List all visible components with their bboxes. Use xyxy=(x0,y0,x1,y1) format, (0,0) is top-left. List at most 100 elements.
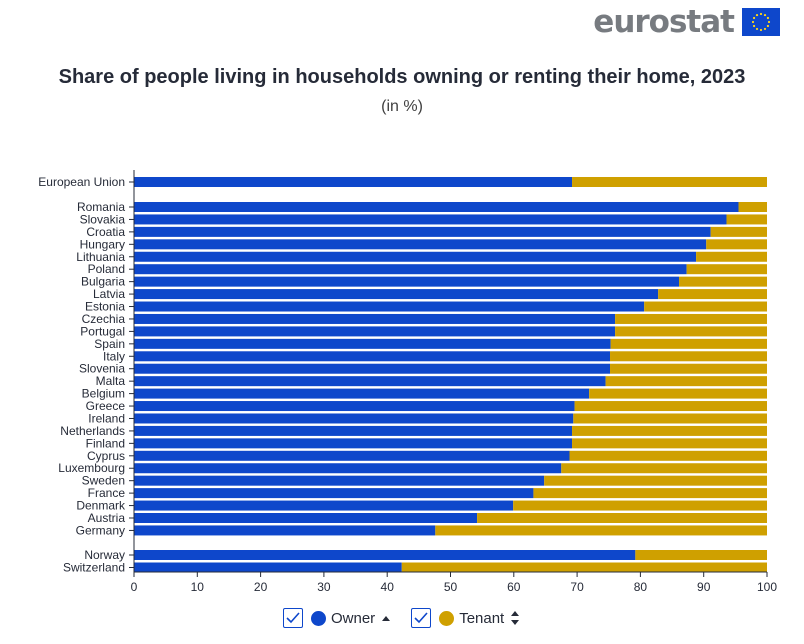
eurostat-logo: eurostat xyxy=(593,4,780,40)
tenant-swatch xyxy=(439,610,455,626)
category-label: Netherlands xyxy=(60,424,125,438)
x-tick-label: 80 xyxy=(634,580,648,594)
bar-owner xyxy=(134,202,739,212)
bar-owner xyxy=(134,301,645,312)
owner-label: Owner xyxy=(331,609,376,627)
bar-tenant xyxy=(572,425,767,436)
sort-toggle-icon[interactable] xyxy=(510,610,520,626)
flag-star xyxy=(755,13,759,17)
bar-tenant xyxy=(706,239,767,250)
category-label: Denmark xyxy=(76,499,126,513)
bar-tenant xyxy=(644,301,767,312)
category-label: Italy xyxy=(103,349,125,363)
tenant-checkbox[interactable] xyxy=(411,608,432,628)
bar-tenant xyxy=(589,388,767,399)
category-label: Germany xyxy=(76,523,125,537)
category-label: Cyprus xyxy=(87,449,125,463)
legend-item-owner[interactable]: Owner xyxy=(283,608,411,628)
bar-owner xyxy=(134,488,534,499)
category-label: Romania xyxy=(77,200,125,214)
bar-owner xyxy=(134,326,616,337)
bar-owner xyxy=(134,562,402,573)
bar-owner xyxy=(134,363,611,374)
category-label: Belgium xyxy=(82,387,125,401)
category-label: Hungary xyxy=(80,237,125,251)
category-label: Austria xyxy=(88,511,126,525)
category-label: Norway xyxy=(84,548,125,562)
bar-tenant xyxy=(572,438,767,449)
x-tick-label: 20 xyxy=(254,580,268,594)
x-tick-label: 40 xyxy=(381,580,395,594)
eu-flag-icon xyxy=(742,8,780,36)
bar-tenant xyxy=(513,500,767,511)
category-label: Portugal xyxy=(80,324,125,338)
bar-owner xyxy=(134,226,711,237)
bar-owner xyxy=(134,388,590,399)
bar-tenant xyxy=(561,463,767,474)
logo-text: eurostat xyxy=(593,4,735,40)
bar-tenant xyxy=(615,326,767,337)
bar-tenant xyxy=(477,513,767,523)
bar-tenant xyxy=(610,363,767,374)
category-label: Lithuania xyxy=(76,250,125,264)
x-tick-label: 70 xyxy=(570,580,584,594)
owner-checkbox[interactable] xyxy=(283,608,303,628)
bar-owner xyxy=(134,401,575,412)
category-label: Estonia xyxy=(85,300,125,314)
bar-owner xyxy=(134,525,436,536)
bar-owner xyxy=(134,376,606,387)
bar-tenant xyxy=(574,401,767,412)
bar-owner xyxy=(134,425,573,436)
category-label: Luxembourg xyxy=(58,461,125,475)
bar-tenant xyxy=(679,276,767,287)
bar-tenant xyxy=(658,289,767,300)
flag-star xyxy=(751,20,755,24)
bar-tenant xyxy=(710,226,767,237)
bar-owner xyxy=(134,351,611,362)
category-label: Finland xyxy=(86,436,125,450)
bar-tenant xyxy=(615,313,767,324)
bar-owner xyxy=(134,276,680,287)
x-tick-label: 0 xyxy=(131,580,138,594)
category-label: European Union xyxy=(38,175,125,189)
bar-owner xyxy=(134,239,707,250)
category-label: France xyxy=(88,486,126,500)
category-label: Greece xyxy=(86,399,126,413)
bar-tenant xyxy=(605,376,767,387)
bar-tenant xyxy=(401,562,767,573)
legend-item-tenant[interactable]: Tenant xyxy=(411,608,520,628)
bar-owner xyxy=(134,463,562,474)
category-label: Bulgaria xyxy=(81,275,125,289)
flag-star xyxy=(763,13,767,17)
bar-tenant xyxy=(610,338,767,349)
category-label: Czechia xyxy=(82,312,126,326)
category-label: Sweden xyxy=(82,474,125,488)
flag-star xyxy=(766,24,770,28)
bar-tenant xyxy=(635,550,767,560)
flag-star xyxy=(752,24,756,28)
bar-owner xyxy=(134,513,478,523)
checkmark-icon xyxy=(286,612,300,624)
chart-title: Share of people living in households own… xyxy=(58,66,746,88)
flag-star xyxy=(752,16,756,20)
bar-owner xyxy=(134,450,570,461)
category-label: Latvia xyxy=(93,287,125,301)
bar-tenant xyxy=(544,475,767,486)
x-tick-label: 50 xyxy=(444,580,458,594)
bar-owner xyxy=(134,177,573,187)
legend: Owner Tenant xyxy=(283,608,520,628)
bar-owner xyxy=(134,264,687,275)
x-tick-label: 30 xyxy=(317,580,331,594)
tenant-label: Tenant xyxy=(459,609,505,627)
bar-owner xyxy=(134,475,545,486)
flag-star xyxy=(759,12,763,16)
category-label: Croatia xyxy=(86,225,125,239)
bar-tenant xyxy=(738,202,767,212)
bar-owner xyxy=(134,550,636,560)
sort-ascending-icon[interactable] xyxy=(381,614,391,622)
bar-owner xyxy=(134,338,611,349)
bar-owner xyxy=(134,214,727,225)
category-label: Poland xyxy=(88,262,125,276)
bar-tenant xyxy=(572,177,767,187)
category-label: Slovenia xyxy=(79,362,125,376)
